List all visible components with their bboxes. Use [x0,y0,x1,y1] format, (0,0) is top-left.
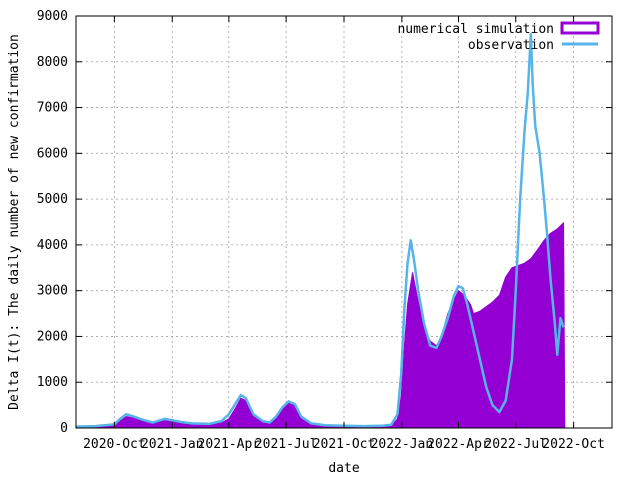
x-tick-label: 2021-Jul [255,437,318,452]
y-tick-label: 7000 [37,101,68,116]
y-tick-label: 9000 [37,9,68,24]
y-tick-label: 6000 [37,146,68,161]
plot-area [75,33,566,429]
legend: numerical simulation observation [397,21,600,53]
y-tick-label: 2000 [37,329,68,344]
y-tick-label: 0 [60,421,68,436]
y-tick-label: 1000 [37,375,68,390]
legend-swatch-simulation [560,21,600,35]
x-tick-label: 2022-Apr [427,437,490,452]
x-tick-label: 2021-Oct [313,437,376,452]
x-tick-label: 2021-Apr [198,437,261,452]
y-tick-label: 8000 [37,55,68,70]
x-axis: 2020-Oct2021-Jan2021-Apr2021-Jul2021-Oct… [83,16,605,452]
y-tick-label: 4000 [37,238,68,253]
x-tick-label: 2020-Oct [83,437,146,452]
x-tick-label: 2022-Jul [484,437,547,452]
legend-label-observation: observation [468,38,554,53]
y-tick-label: 3000 [37,284,68,299]
legend-label-simulation: numerical simulation [397,22,554,37]
y-axis-label: Delta I(t): The daily number of new conf… [7,34,22,410]
series-simulation-area [75,221,566,429]
x-axis-label: date [328,461,359,476]
x-tick-label: 2022-Jan [371,437,434,452]
series-observation-line [75,33,565,428]
x-tick-label: 2021-Jan [141,437,204,452]
y-axis: 0 1000 2000 3000 4000 5000 6000 7000 8000 9000 [37,9,612,436]
y-tick-label: 5000 [37,192,68,207]
x-tick-label: 2022-Oct [542,437,605,452]
